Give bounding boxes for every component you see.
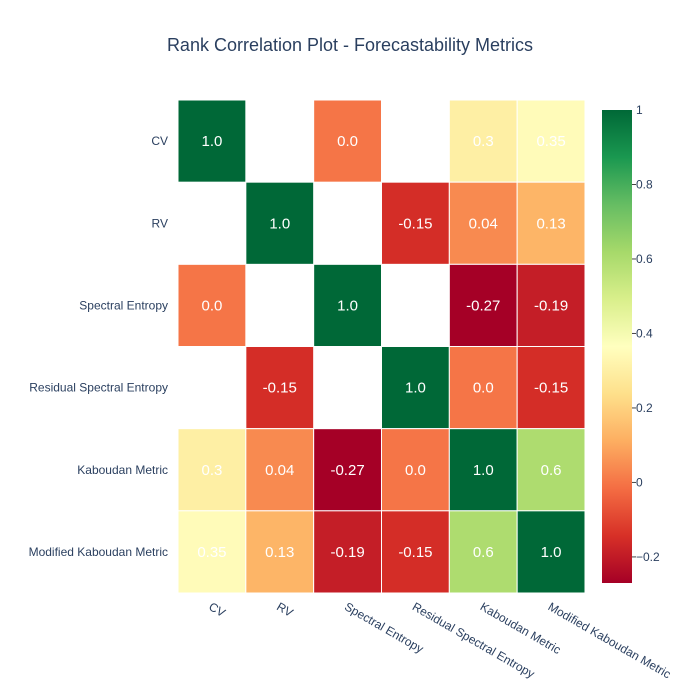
cell-value-label: 0.3 <box>473 133 494 150</box>
cell-value-label: -0.19 <box>330 544 364 561</box>
heatmap-cell <box>177 263 247 348</box>
y-tick-label: RV <box>152 216 168 230</box>
colorbar-gradient <box>602 110 632 583</box>
heatmap-cell <box>448 99 518 183</box>
heatmap-cell <box>381 428 450 512</box>
heatmap-cell <box>177 428 247 512</box>
heatmap-cell <box>516 263 586 348</box>
cell-value-label: 0.13 <box>536 215 565 232</box>
cell-value-label: 1.0 <box>269 215 290 232</box>
colorbar-tick-label: 0.8 <box>636 177 653 191</box>
heatmap-cell <box>245 346 315 430</box>
y-tick-label: Modified Kaboudan Metric <box>29 545 168 559</box>
heatmap-cell <box>448 510 518 594</box>
cell-value-label: 0.0 <box>337 133 358 150</box>
heatmap-cell <box>516 181 586 265</box>
cell-value-label: 0.6 <box>473 544 494 561</box>
y-tick-label: Residual Spectral Entropy <box>29 381 168 395</box>
cell-value-label: 1.0 <box>473 462 494 479</box>
colorbar-tick-label: 0 <box>636 475 643 489</box>
chart-title: Rank Correlation Plot - Forecastability … <box>167 35 533 55</box>
heatmap-cell <box>177 510 247 594</box>
cell-value-label: 0.04 <box>469 215 498 232</box>
cell-value-label: 0.35 <box>536 133 565 150</box>
y-tick-label: CV <box>151 134 168 148</box>
heatmap-cell <box>516 428 586 512</box>
cell-value-label: -0.27 <box>466 297 500 314</box>
cell-value-label: -0.15 <box>398 544 432 561</box>
cell-value-label: 0.0 <box>201 297 222 314</box>
heatmap-cell <box>313 99 382 183</box>
cell-value-label: 0.35 <box>197 544 226 561</box>
heatmap-cell <box>313 428 382 512</box>
colorbar-tick-label: 1 <box>636 103 643 117</box>
cell-value-label: 0.0 <box>405 462 426 479</box>
y-tick-label: Spectral Entropy <box>79 298 168 312</box>
heatmap-cell <box>516 510 586 594</box>
colorbar-tick-label: 0.2 <box>636 401 653 415</box>
heatmap-cell <box>177 99 247 183</box>
heatmap-cell <box>245 181 315 265</box>
cell-value-label: -0.15 <box>398 215 432 232</box>
heatmap-cell <box>313 510 382 594</box>
cell-value-label: 1.0 <box>405 380 426 397</box>
colorbar-tick-label: 0.6 <box>636 252 653 266</box>
cell-value-label: -0.27 <box>330 462 364 479</box>
cell-value-label: -0.15 <box>534 380 568 397</box>
colorbar: 1 0.8 0.6 0.4 0.2 0 −0.2 <box>602 103 660 583</box>
cell-value-label: 1.0 <box>541 544 562 561</box>
colorbar-tick-label: −0.2 <box>636 550 660 564</box>
x-tick-label: Residual Spectral Entropy <box>410 599 537 680</box>
heatmap-cells: 1.0 0.0 0.3 0.35 1.0 -0.15 0.04 0.13 0.0 1.0 -0.27… <box>177 99 586 594</box>
cell-value-label: -0.19 <box>534 297 568 314</box>
heatmap-cell <box>313 263 382 348</box>
y-axis-labels: CV RV Spectral Entropy Residual Spectral En… <box>29 134 168 559</box>
cell-value-label: 0.3 <box>201 462 222 479</box>
heatmap-cell <box>381 181 450 265</box>
heatmap-cell <box>245 428 315 512</box>
heatmap-cell <box>516 99 586 183</box>
colorbar-tick-label: 0.4 <box>636 326 653 340</box>
cell-value-label: 0.04 <box>265 462 294 479</box>
cell-value-label: -0.15 <box>263 380 297 397</box>
x-tick-label: Modified Kaboudan Metric <box>546 599 674 681</box>
heatmap-cell <box>381 346 450 430</box>
cell-value-label: 0.0 <box>473 380 494 397</box>
cell-value-label: 0.13 <box>265 544 294 561</box>
cell-value-label: 0.6 <box>541 462 562 479</box>
heatmap-cell <box>448 428 518 512</box>
heatmap-cell <box>516 346 586 430</box>
x-tick-label: RV <box>274 599 295 619</box>
cell-value-label: 1.0 <box>201 133 222 150</box>
x-tick-label: CV <box>206 599 227 619</box>
cell-value-label: 1.0 <box>337 297 358 314</box>
y-tick-label: Kaboudan Metric <box>77 463 168 477</box>
